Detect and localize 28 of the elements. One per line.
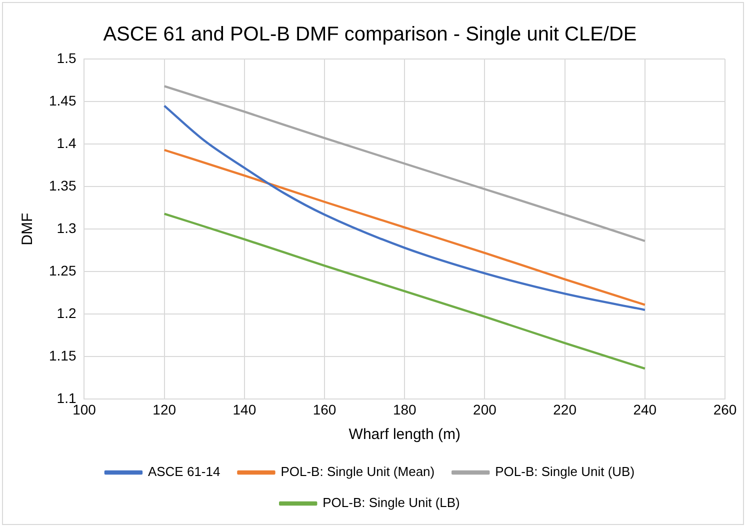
y-tick-label: 1.1 bbox=[56, 390, 76, 406]
y-tick-label: 1.45 bbox=[49, 92, 76, 108]
y-tick-label: 1.35 bbox=[49, 177, 76, 194]
legend-label: POL-B: Single Unit (UB) bbox=[495, 464, 635, 480]
x-tick-label: 200 bbox=[473, 401, 497, 418]
y-axis-title: DMF bbox=[19, 212, 36, 246]
legend-label: POL-B: Single Unit (LB) bbox=[322, 495, 460, 510]
line-series bbox=[163, 212, 646, 370]
x-tick-label: 160 bbox=[312, 401, 336, 418]
x-axis-title: Wharf length (m) bbox=[348, 426, 460, 444]
chart-title: ASCE 61 and POL-B DMF comparison - Single unit CLE/DE bbox=[103, 24, 637, 46]
legend-label: POL-B: Single Unit (Mean) bbox=[280, 464, 435, 480]
x-tick-label: 260 bbox=[713, 401, 737, 418]
y-tick-label: 1.4 bbox=[56, 134, 76, 151]
x-tick-label: 180 bbox=[392, 401, 417, 418]
x-tick-label: 220 bbox=[553, 401, 577, 418]
line-series bbox=[163, 85, 646, 242]
line-series bbox=[163, 148, 646, 306]
y-tick-label: 1.5 bbox=[56, 50, 76, 66]
legend-label: ASCE 61-14 bbox=[148, 464, 220, 480]
y-tick-label: 1.3 bbox=[56, 220, 76, 236]
x-tick-label: 120 bbox=[152, 401, 176, 418]
y-tick-label: 1.25 bbox=[49, 262, 76, 278]
x-tick-label: 140 bbox=[232, 401, 256, 418]
y-tick-label: 1.2 bbox=[56, 305, 76, 322]
y-tick-label: 1.15 bbox=[49, 348, 76, 364]
line-series bbox=[163, 104, 646, 311]
x-tick-label: 240 bbox=[633, 401, 657, 418]
